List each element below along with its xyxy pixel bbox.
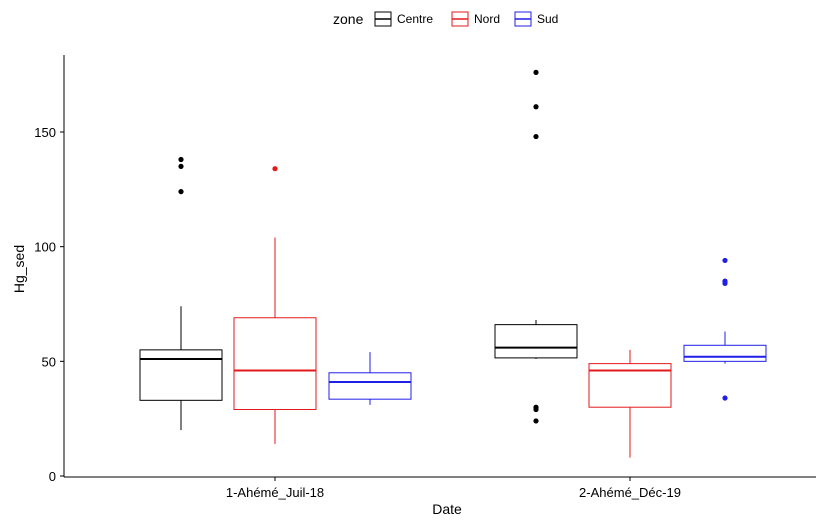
legend-label-centre: Centre (397, 12, 433, 26)
outlier-point (533, 133, 539, 140)
legend: zone Centre Nord Sud (333, 11, 558, 27)
box-centre-2 (494, 69, 578, 424)
legend-label-nord: Nord (474, 12, 500, 26)
legend-title: zone (333, 11, 364, 27)
x-axis-title: Date (432, 501, 462, 517)
legend-label-sud: Sud (537, 12, 558, 26)
box-iqr (328, 372, 412, 400)
outlier-point (722, 278, 728, 284)
y-tick-label: 0 (49, 469, 56, 484)
outlier-point (178, 156, 184, 163)
outlier-point (533, 404, 539, 410)
outlier-point (533, 418, 539, 424)
box-sud-1 (328, 352, 412, 405)
outlier-point (722, 395, 728, 401)
outlier-point (533, 104, 539, 110)
y-tick-label: 50 (42, 354, 56, 369)
box-centre-1 (139, 156, 223, 431)
outlier-point (533, 69, 539, 75)
outlier-point (272, 166, 278, 172)
x-tick-label: 1-Ahémé_Juil-18 (226, 485, 324, 500)
box-nord-1 (233, 166, 317, 444)
box-sud-2 (683, 257, 767, 401)
outlier-point (178, 189, 184, 195)
y-tick-label: 150 (34, 125, 56, 140)
y-tick-label: 100 (34, 240, 56, 255)
boxes (139, 69, 767, 458)
legend-key-sud (514, 11, 532, 27)
x-ticks: 1-Ahémé_Juil-18 2-Ahémé_Déc-19 (226, 477, 681, 500)
y-axis-title: Hg_sed (11, 245, 27, 293)
box-nord-2 (588, 349, 672, 458)
y-ticks: 0 50 100 150 (34, 125, 64, 484)
box-iqr (233, 317, 317, 410)
box-iqr (494, 324, 578, 359)
box-iqr (139, 349, 223, 401)
box-iqr (683, 344, 767, 362)
outlier-point (722, 257, 728, 264)
x-tick-label: 2-Ahémé_Déc-19 (579, 485, 681, 500)
outlier-point (178, 163, 184, 169)
legend-key-centre (374, 11, 392, 27)
legend-key-nord (451, 11, 469, 27)
